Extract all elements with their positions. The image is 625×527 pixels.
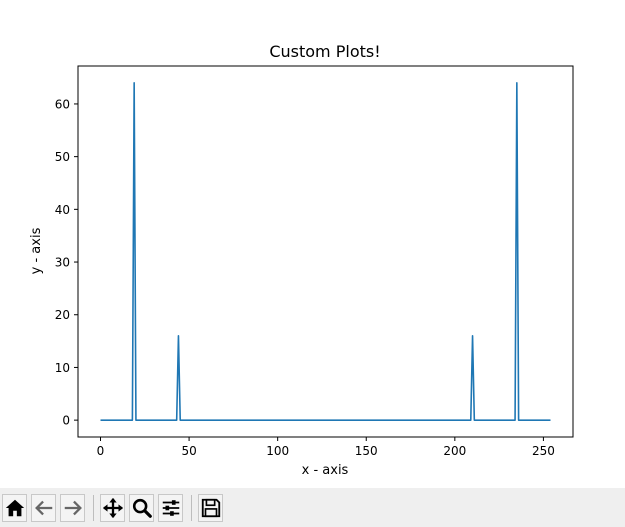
magnifier-icon bbox=[132, 498, 152, 518]
toolbar-separator bbox=[93, 494, 94, 521]
y-tick-label: 10 bbox=[55, 361, 70, 375]
x-tick-label: 200 bbox=[443, 444, 466, 458]
x-tick-label: 100 bbox=[266, 444, 289, 458]
y-tick-label: 30 bbox=[55, 256, 70, 270]
save-button[interactable] bbox=[198, 493, 223, 522]
arrow-right-icon bbox=[64, 500, 82, 515]
y-axis-label: y - axis bbox=[29, 227, 44, 274]
sliders-icon bbox=[162, 499, 179, 516]
zoom-button[interactable] bbox=[129, 493, 154, 522]
plot-frame bbox=[77, 65, 574, 438]
figure: Custom Plots! 0 50 100 150 200 250 0 10 20 30 40 50… bbox=[29, 42, 574, 478]
x-tick-label: 50 bbox=[181, 444, 196, 458]
x-axis-label: x - axis bbox=[302, 463, 349, 478]
x-tick-label: 250 bbox=[532, 444, 555, 458]
chart-title: Custom Plots! bbox=[269, 42, 380, 61]
y-tick-label: 20 bbox=[55, 308, 70, 322]
y-tick-label: 50 bbox=[55, 150, 70, 164]
configure-subplots-button[interactable] bbox=[158, 493, 183, 522]
home-button[interactable] bbox=[2, 493, 27, 522]
home-icon bbox=[5, 499, 24, 516]
navigation-toolbar bbox=[0, 488, 625, 527]
y-tick-label: 60 bbox=[55, 97, 70, 111]
back-button[interactable] bbox=[31, 493, 56, 522]
series-line bbox=[100, 82, 551, 421]
toolbar-separator bbox=[191, 494, 192, 521]
arrow-left-icon bbox=[34, 500, 52, 515]
y-tick-label: 0 bbox=[62, 414, 70, 428]
floppy-disk-icon bbox=[201, 498, 220, 517]
y-tick-label: 40 bbox=[55, 203, 70, 217]
chart: Custom Plots! 0 50 100 150 200 250 0 10 20 30 40 50… bbox=[29, 42, 574, 478]
forward-button[interactable] bbox=[60, 493, 85, 522]
pan-button[interactable] bbox=[100, 493, 125, 522]
move-icon bbox=[102, 497, 123, 518]
x-tick-label: 150 bbox=[355, 444, 378, 458]
x-tick-label: 0 bbox=[97, 444, 105, 458]
